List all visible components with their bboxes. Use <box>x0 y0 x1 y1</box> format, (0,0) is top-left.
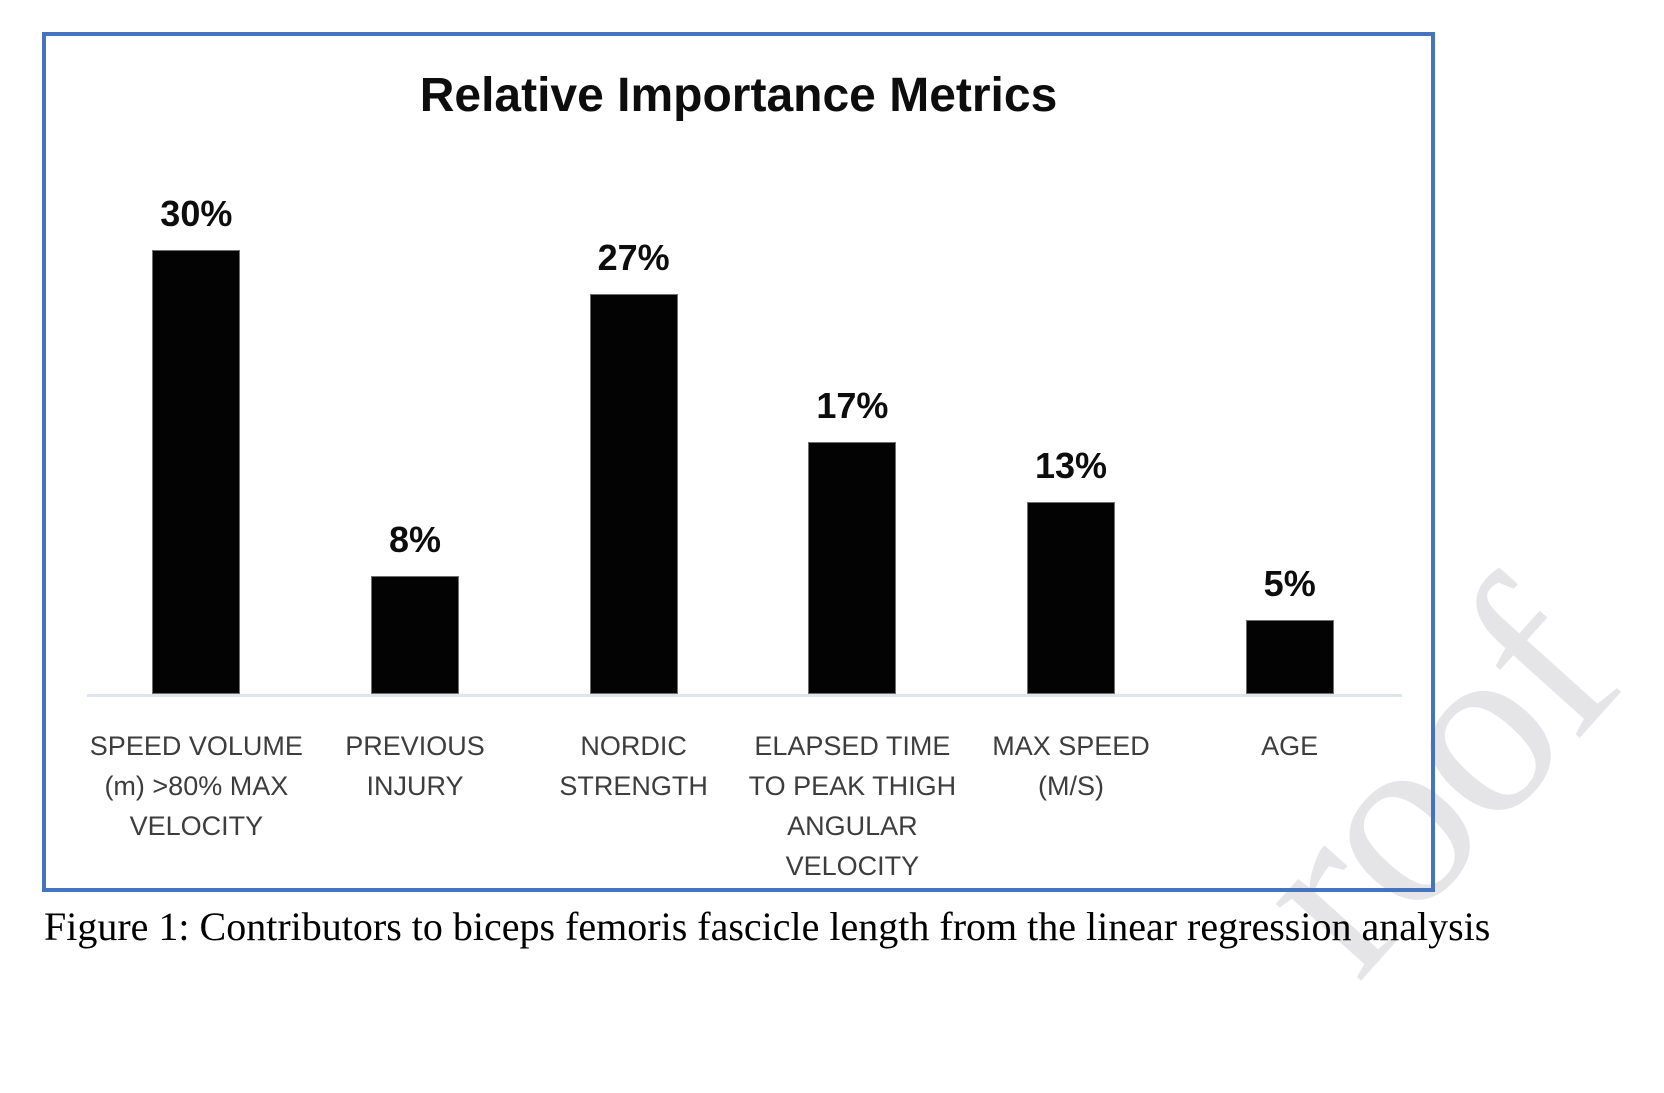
bar <box>1245 620 1334 694</box>
bar <box>808 442 897 694</box>
chart-title: Relative Importance Metrics <box>419 69 1058 122</box>
bar <box>152 250 241 694</box>
bar-value-label: 5% <box>1263 563 1316 604</box>
figure-caption: Figure 1: Contributors to biceps femoris… <box>44 904 1491 949</box>
bar <box>371 576 459 694</box>
bar-value-label: 13% <box>1034 445 1108 486</box>
bar-value-label: 8% <box>388 519 442 560</box>
x-axis-label: MAX SPEED (M/S) <box>992 731 1150 801</box>
x-axis-label: PREVIOUS INJURY <box>345 731 485 801</box>
x-axis-label: SPEED VOLUME (m) >80% MAX VELOCITY <box>89 731 303 841</box>
x-axis-label: NORDIC STRENGTH <box>559 731 708 801</box>
x-axis-line <box>87 694 1402 697</box>
bar-plot-area: 30% 8% 27% 17% 13% 5% <box>87 36 1399 694</box>
bar-value-label: 17% <box>816 385 889 426</box>
bar-column: 30% <box>87 36 306 694</box>
x-axis-label: ELAPSED TIME TO PEAK THIGH ANGULAR VELOC… <box>748 731 957 881</box>
figure-border-box: Relative Importance Metrics 30% 8% 27% 1… <box>42 32 1435 892</box>
bar <box>1027 502 1116 694</box>
bar-column: 13% <box>962 36 1181 694</box>
bar-column: 27% <box>524 36 743 694</box>
x-axis-label: AGE <box>1261 731 1319 761</box>
bar-value-label: 27% <box>597 237 670 278</box>
bar-value-label: 30% <box>160 193 233 234</box>
bar-column: 8% <box>306 36 525 694</box>
bar <box>589 294 678 694</box>
x-axis-labels-row: SPEED VOLUME (m) >80% MAX VELOCITY PREVI… <box>87 726 1399 886</box>
bar-column: 5% <box>1180 36 1399 694</box>
bar-column: 17% <box>743 36 962 694</box>
